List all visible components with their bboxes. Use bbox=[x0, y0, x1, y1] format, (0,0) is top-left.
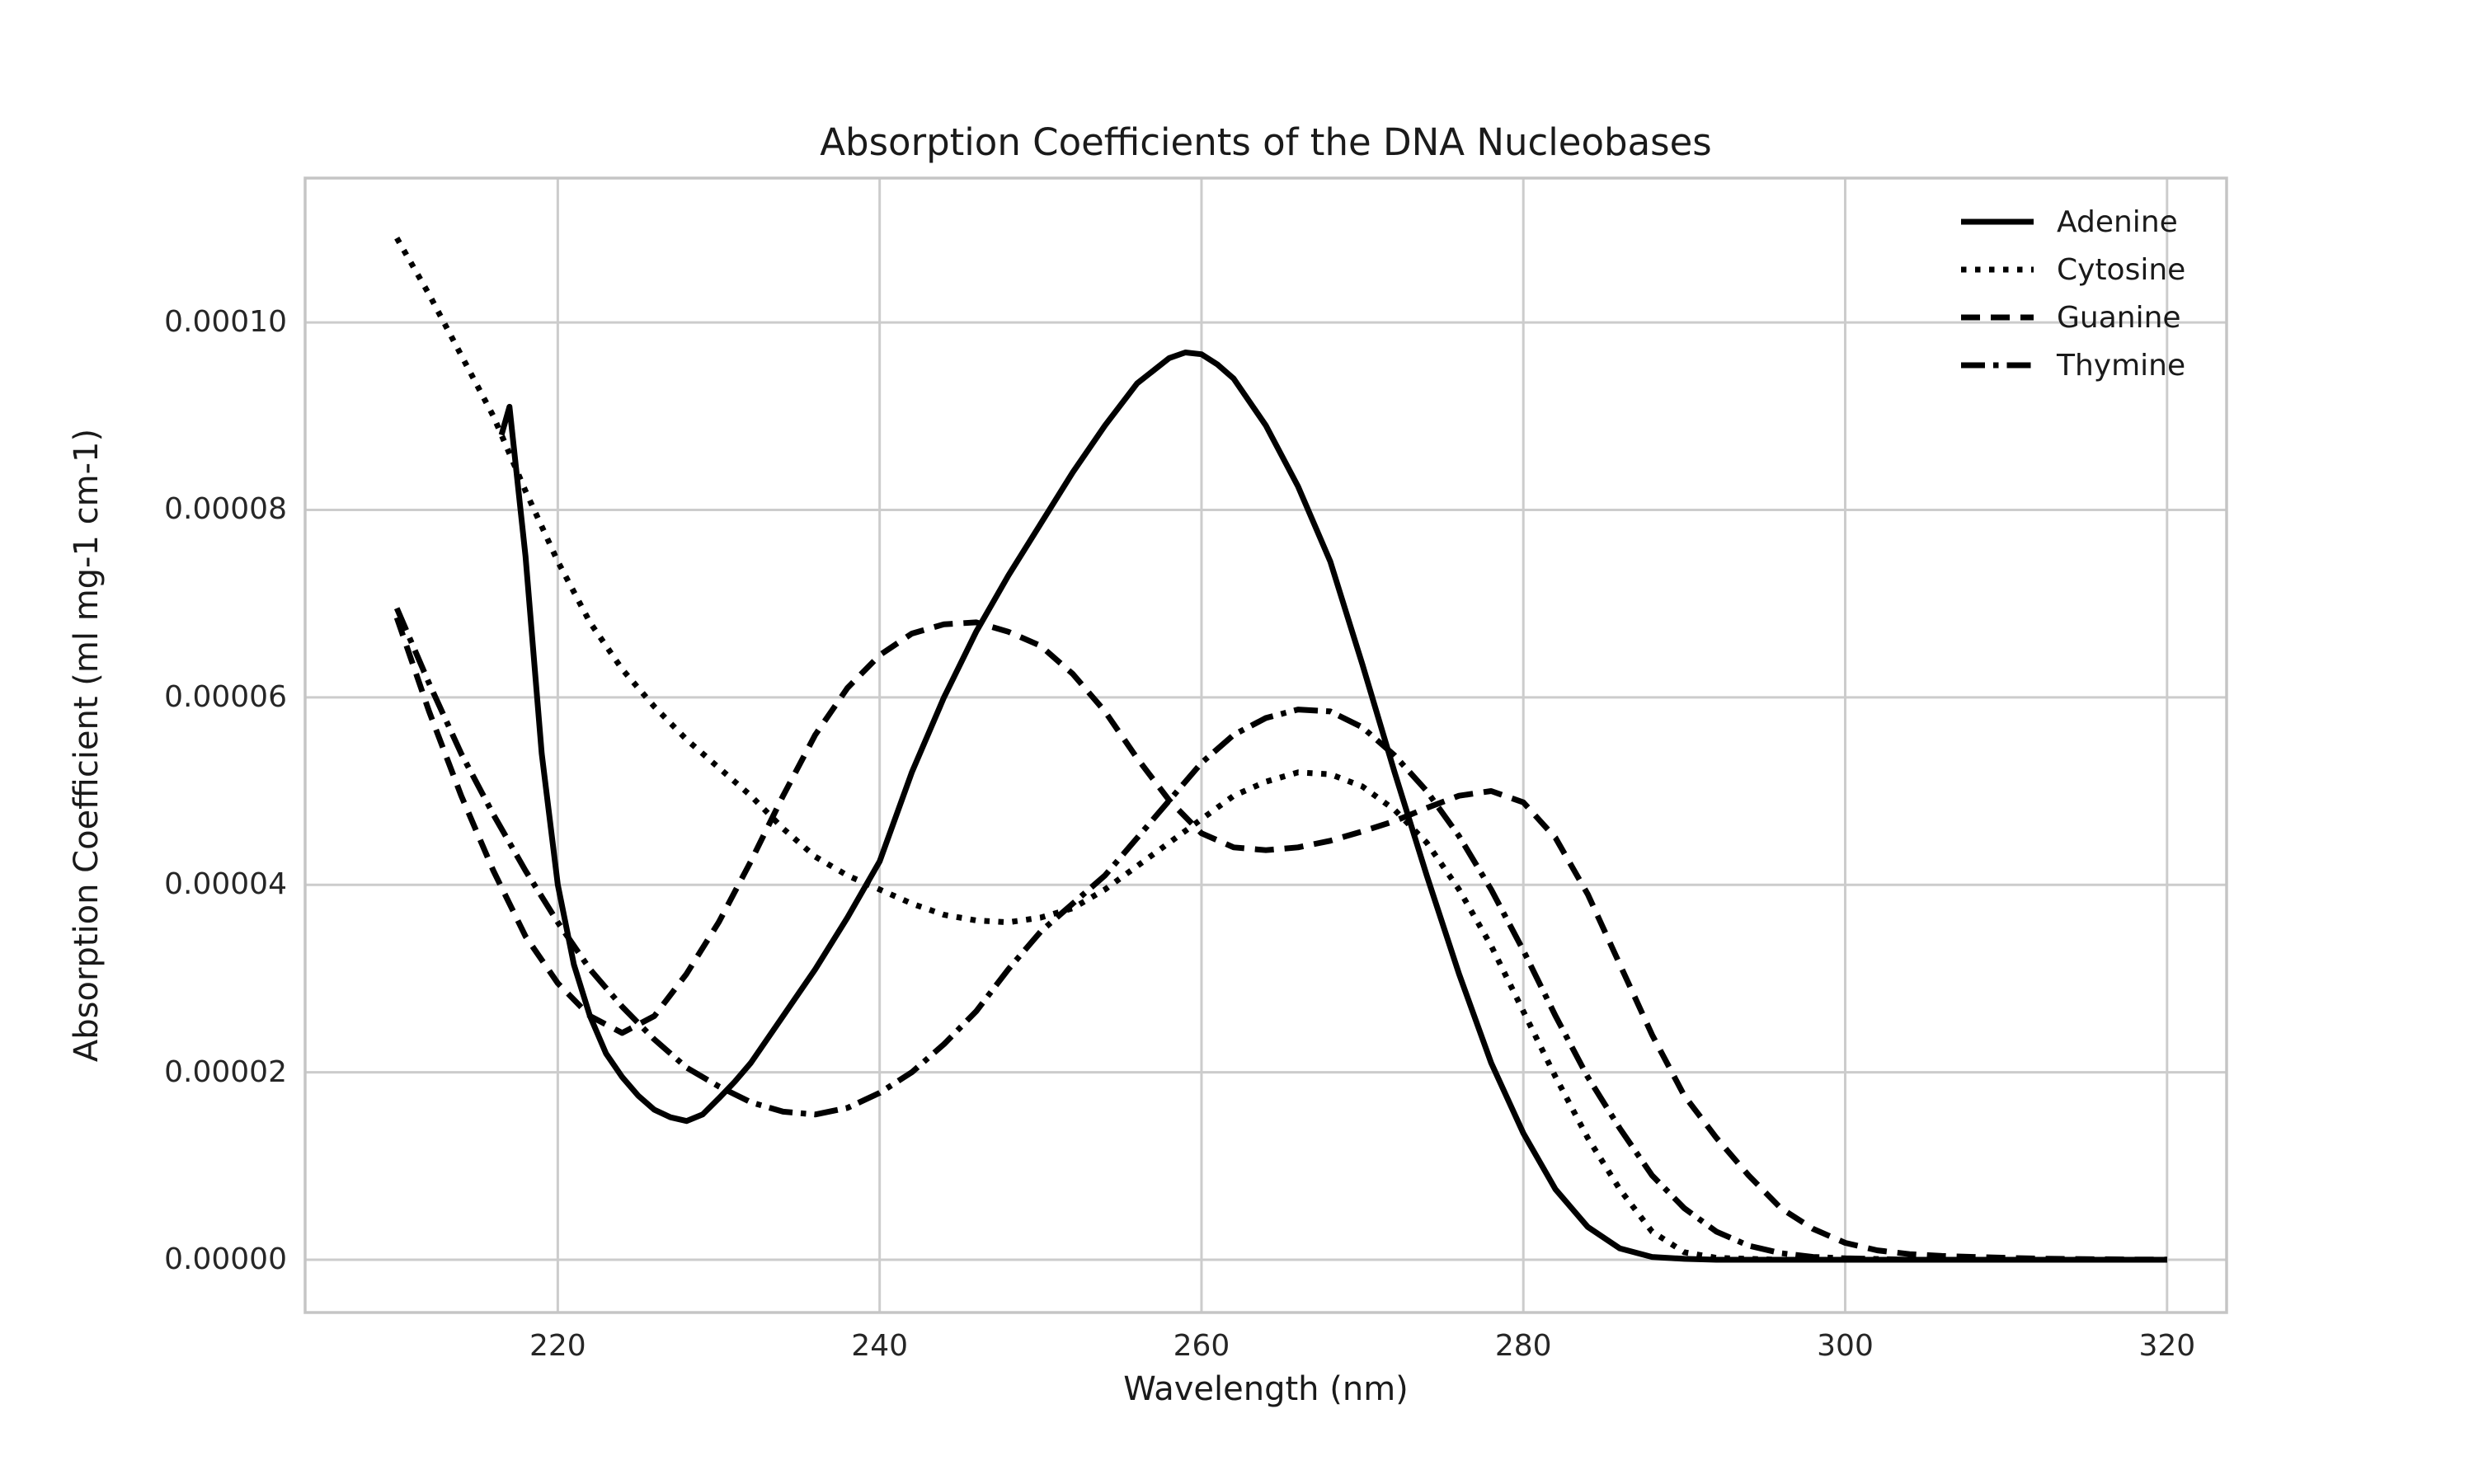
y-tick-label-0.00002: 0.00002 bbox=[164, 1054, 287, 1089]
y-tick-label-0.00000: 0.00000 bbox=[164, 1242, 287, 1276]
x-tick-label-240: 240 bbox=[851, 1329, 909, 1363]
x-tick-label-300: 300 bbox=[1817, 1329, 1874, 1363]
legend-label-guanine: Guanine bbox=[2057, 300, 2181, 335]
chart-title: Absorption Coefficients of the DNA Nucle… bbox=[820, 120, 1712, 164]
y-tick-label-0.00008: 0.00008 bbox=[164, 492, 287, 527]
adenine-curve bbox=[498, 350, 2167, 1263]
legend-label-cytosine: Cytosine bbox=[2057, 252, 2186, 287]
legend-dashdot-line-icon bbox=[1961, 362, 2034, 369]
y-tick-label-0.00006: 0.00006 bbox=[164, 679, 287, 714]
x-tick-label-320: 320 bbox=[2138, 1329, 2196, 1363]
legend-dashed-line-icon bbox=[1961, 314, 2034, 321]
legend: Adenine Cytosine Guanine Thymine bbox=[1961, 198, 2185, 389]
legend-solid-line-icon bbox=[1961, 218, 2034, 225]
x-axis-label: Wavelength (nm) bbox=[1123, 1370, 1409, 1408]
legend-item-cytosine: Cytosine bbox=[1961, 246, 2185, 294]
y-tick-label-0.00010: 0.00010 bbox=[164, 305, 287, 340]
legend-dotted-line-icon bbox=[1961, 266, 2034, 273]
axes-spines bbox=[303, 176, 2228, 1314]
x-tick-label-280: 280 bbox=[1494, 1329, 1552, 1363]
legend-label-thymine: Thymine bbox=[2057, 348, 2186, 383]
x-tick-label-220: 220 bbox=[529, 1329, 586, 1363]
legend-item-adenine: Adenine bbox=[1961, 198, 2185, 246]
guanine-curve bbox=[393, 617, 2167, 1263]
y-tick-label-0.00004: 0.00004 bbox=[164, 867, 287, 902]
legend-item-guanine: Guanine bbox=[1961, 294, 2185, 341]
thymine-curve bbox=[393, 607, 2167, 1263]
cytosine-curve bbox=[394, 237, 2167, 1263]
legend-label-adenine: Adenine bbox=[2057, 204, 2178, 239]
x-tick-label-260: 260 bbox=[1173, 1329, 1230, 1363]
legend-item-thymine: Thymine bbox=[1961, 341, 2185, 389]
